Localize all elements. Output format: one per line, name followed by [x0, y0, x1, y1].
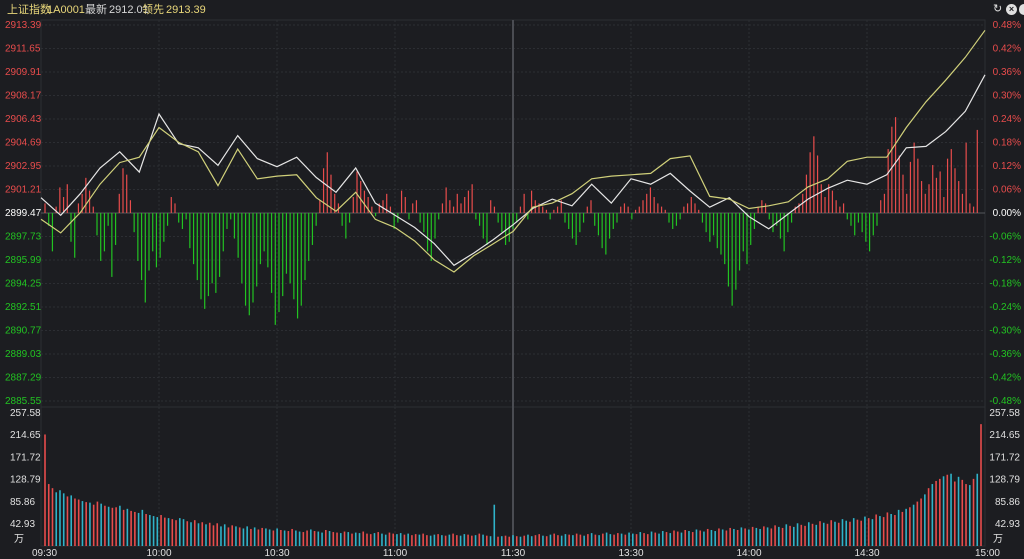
header-bar: 上证指数 1A0001 最新 2912.01 领先 2913.39 ↻ × [0, 0, 1024, 20]
price-axis-tick-label: 2904.69 [5, 138, 42, 149]
lead-label: 领先 [142, 4, 164, 16]
percent-axis-tick-label: -0.30% [989, 326, 1021, 337]
price-axis-tick-label: 2911.65 [5, 44, 41, 55]
percent-axis-tick-label: -0.48% [989, 396, 1021, 407]
index-name: 上证指数 [7, 4, 51, 16]
volume-axis-tick-label: 257.58 [10, 408, 41, 419]
price-line [40, 74, 986, 267]
time-axis-tick-label: 09:30 [32, 548, 57, 559]
close-icon[interactable]: × [1006, 4, 1017, 15]
latest-label: 最新 [85, 4, 107, 16]
price-axis-tick-label: 2899.47 [5, 208, 42, 219]
percent-axis-tick-label: 0.00% [993, 208, 1021, 219]
time-axis-tick-label: 11:30 [501, 548, 526, 559]
price-axis-tick-label: 2894.25 [5, 279, 42, 290]
lead-line [40, 29, 986, 273]
percent-axis-tick-label: 0.36% [993, 67, 1021, 78]
time-axis-tick-label: 10:30 [264, 548, 289, 559]
price-axis-tick-label: 2902.95 [5, 161, 42, 172]
price-axis-tick-label: 2885.55 [5, 396, 42, 407]
time-axis-tick-label: 14:30 [854, 548, 879, 559]
time-axis-tick-label: 10:00 [146, 548, 171, 559]
volume-axis-tick-label: 128.79 [989, 475, 1020, 486]
percent-axis-tick-label: -0.24% [989, 302, 1021, 313]
volume-unit-label: 万 [14, 534, 24, 545]
percent-axis-tick-label: 0.12% [993, 161, 1021, 172]
volume-axis-tick-label: 128.79 [10, 475, 41, 486]
volume-axis-tick-label: 85.86 [995, 497, 1020, 508]
latest-value: 2912.01 [109, 4, 149, 16]
percent-axis-tick-label: 0.06% [993, 185, 1021, 196]
percent-axis-tick-label: -0.42% [989, 373, 1021, 384]
more-icon[interactable] [1019, 4, 1024, 15]
price-axis-tick-label: 2895.99 [5, 255, 42, 266]
percent-axis-tick-label: -0.12% [989, 255, 1021, 266]
volume-axis-tick-label: 85.86 [10, 497, 35, 508]
time-axis-tick-label: 13:30 [618, 548, 643, 559]
volume-axis-tick-label: 42.93 [995, 519, 1020, 530]
price-axis-tick-label: 2892.51 [5, 302, 42, 313]
price-axis-tick-label: 2890.77 [5, 326, 42, 337]
refresh-icon[interactable]: ↻ [993, 3, 1003, 15]
volume-axis-tick-label: 42.93 [10, 519, 35, 530]
volume-axis-tick-label: 257.58 [989, 408, 1020, 419]
lead-value: 2913.39 [166, 4, 206, 16]
price-axis-tick-label: 2913.39 [5, 20, 42, 31]
volume-axis-tick-label: 214.65 [10, 430, 41, 441]
index-code: 1A0001 [47, 4, 85, 16]
price-axis-tick-label: 2908.17 [5, 91, 42, 102]
percent-axis-tick-label: 0.18% [993, 138, 1021, 149]
time-axis-tick-label: 14:00 [736, 548, 761, 559]
time-axis-tick-label: 15:00 [975, 548, 1000, 559]
volume-axis-tick-label: 214.65 [989, 430, 1020, 441]
percent-axis-tick-label: -0.18% [989, 279, 1021, 290]
price-axis-tick-label: 2897.73 [5, 232, 42, 243]
price-axis-tick-label: 2906.43 [5, 114, 42, 125]
volume-unit-label: 万 [993, 534, 1003, 545]
percent-axis-tick-label: -0.36% [989, 349, 1021, 360]
price-axis-tick-label: 2889.03 [5, 349, 42, 360]
volume-axis-tick-label: 171.72 [10, 452, 41, 463]
time-axis-tick-label: 11:00 [383, 548, 408, 559]
percent-axis-tick-label: 0.30% [993, 91, 1021, 102]
percent-axis-tick-label: 0.24% [993, 114, 1021, 125]
percent-axis-tick-label: -0.06% [989, 232, 1021, 243]
price-axis-tick-label: 2901.21 [5, 185, 42, 196]
price-axis-tick-label: 2909.91 [5, 67, 42, 78]
percent-axis-tick-label: 0.42% [993, 44, 1021, 55]
price-axis-tick-label: 2887.29 [5, 373, 42, 384]
percent-axis-tick-label: 0.48% [993, 20, 1021, 31]
volume-axis-tick-label: 171.72 [989, 452, 1020, 463]
